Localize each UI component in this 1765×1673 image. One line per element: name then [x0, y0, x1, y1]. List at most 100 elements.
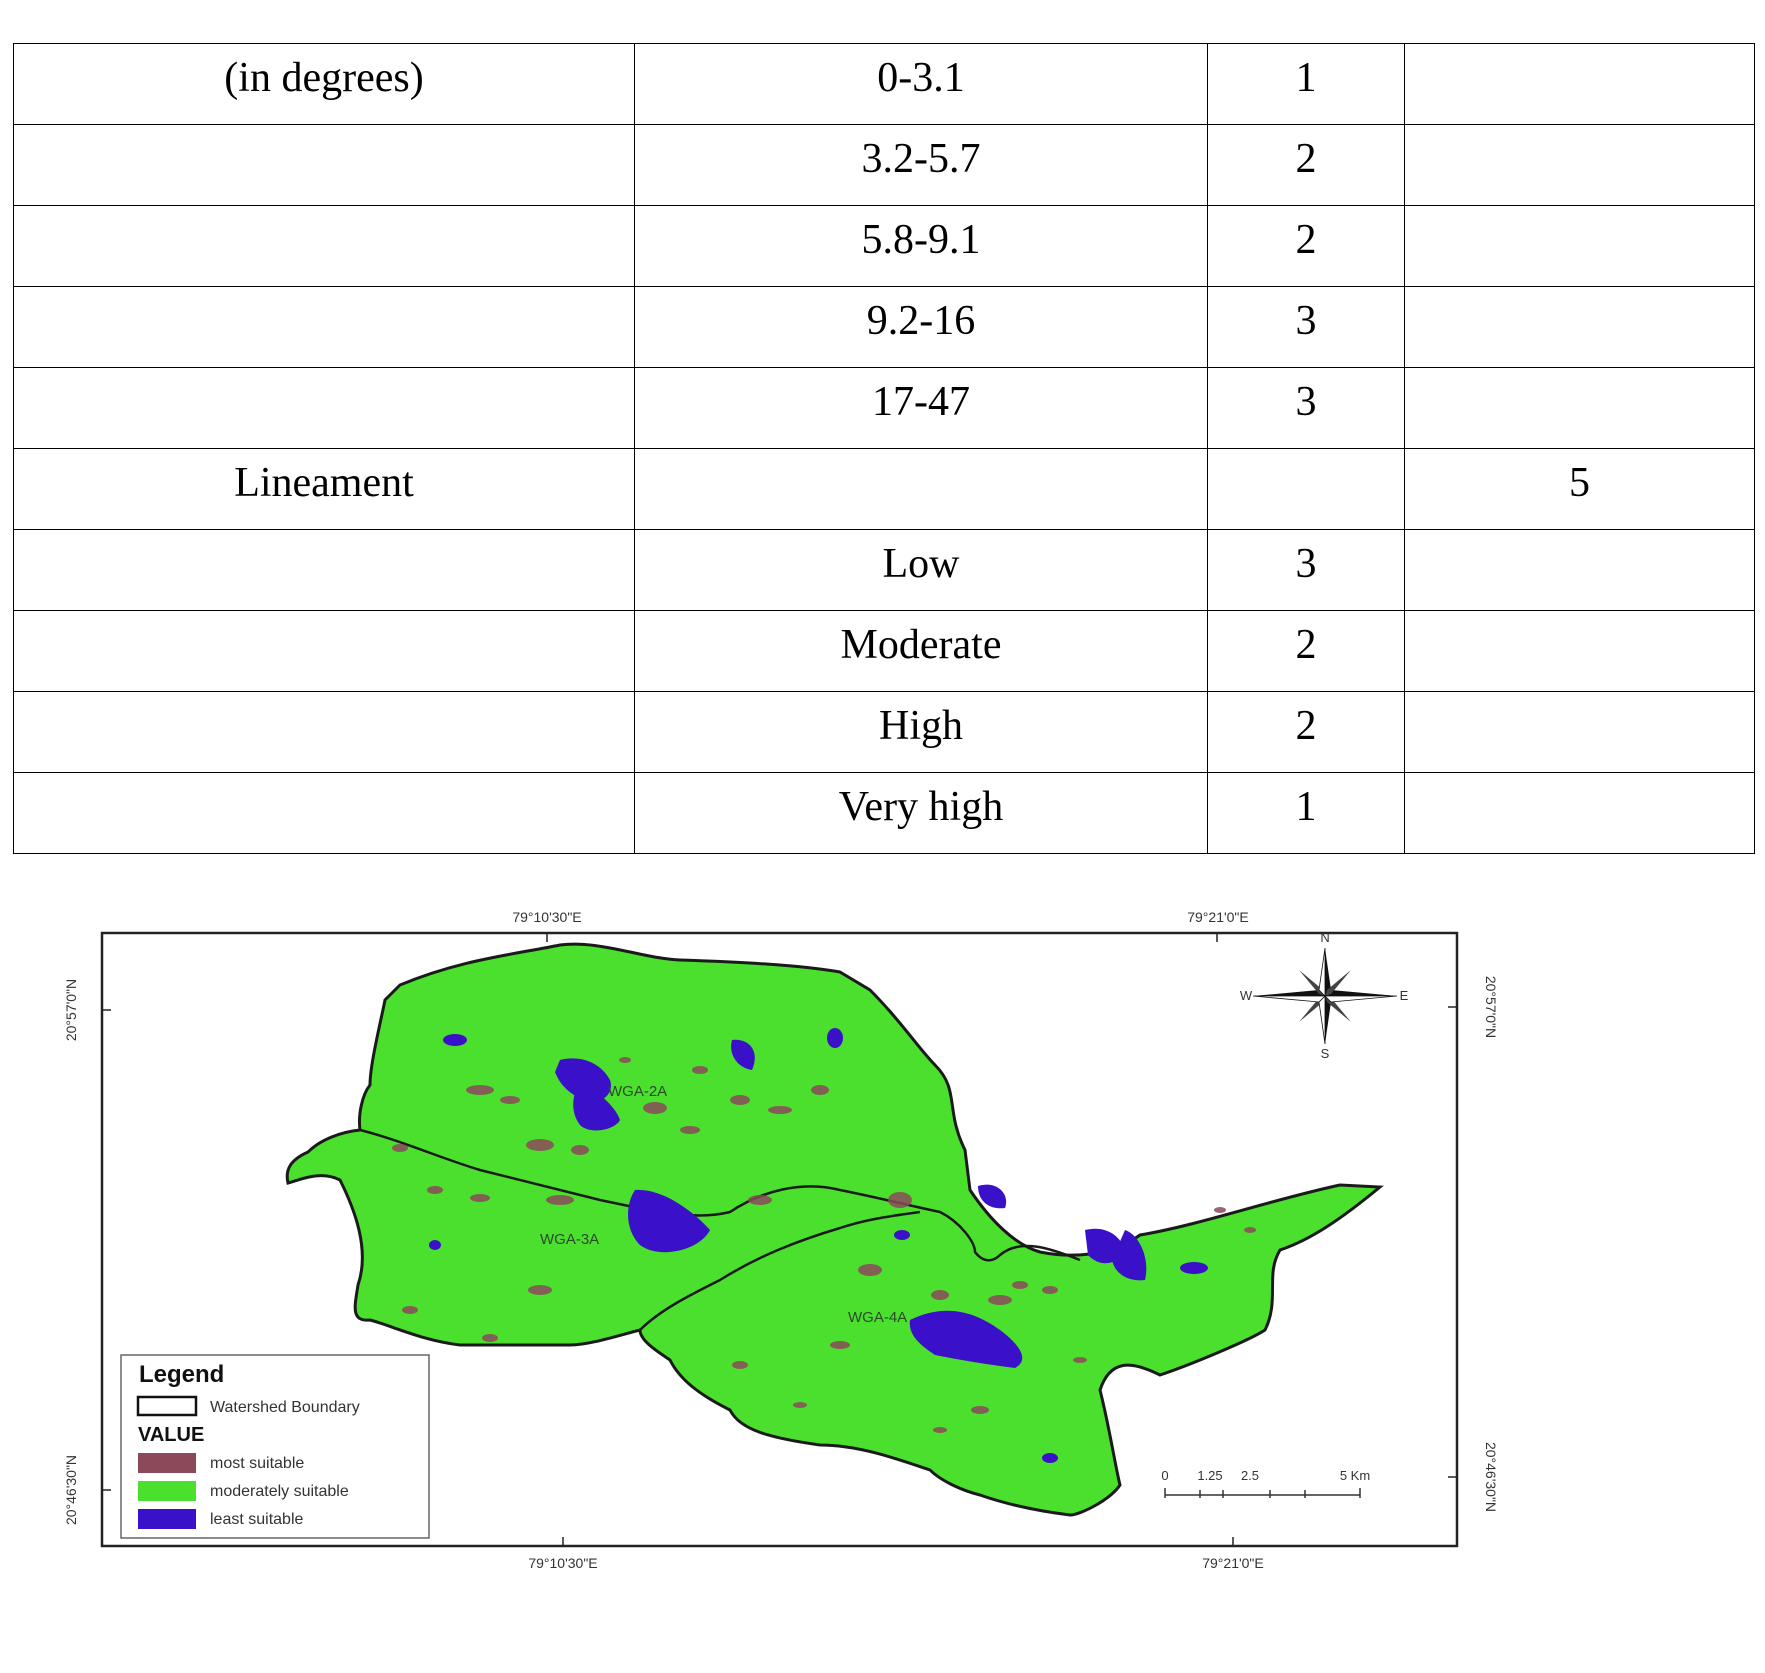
cell-text: 2	[1295, 703, 1317, 749]
map-legend: Legend Watershed Boundary VALUE most sui…	[120, 1354, 430, 1539]
table-cell: 2	[1207, 610, 1405, 692]
legend-boundary-label: Watershed Boundary	[210, 1399, 360, 1416]
table-cell	[1404, 124, 1755, 206]
map-canvas: 79°10'30"E 79°21'0"E 79°10'30"E 79°21'0"…	[63, 909, 1499, 1571]
table-cell	[1404, 205, 1755, 287]
compass-s: S	[1321, 1046, 1330, 1061]
table-row: High 2	[13, 691, 1755, 773]
table-cell	[1404, 367, 1755, 449]
table-cell	[1404, 691, 1755, 773]
legend-title: Legend	[139, 1361, 224, 1388]
table-row: 3.2-5.7 2	[13, 124, 1755, 206]
cell-text: 2	[1295, 217, 1317, 263]
cell-text: Low	[882, 541, 960, 587]
subwatershed-boundary-1	[359, 1128, 1081, 1262]
legend-swatch-most	[138, 1453, 196, 1473]
cell-text: (in degrees)	[224, 55, 424, 101]
table-cell	[13, 691, 635, 773]
cell-text: 5.8-9.1	[861, 217, 981, 263]
label-wga-2a: WGA-2A	[608, 1083, 667, 1100]
coord-right-top: 20°57'0"N	[1483, 976, 1499, 1038]
cell-text: 2	[1295, 622, 1317, 668]
coord-top-right: 79°21'0"E	[1187, 909, 1249, 925]
cell-text: 5	[1569, 460, 1590, 506]
cell-text: 1	[1295, 784, 1317, 830]
table-row: Very high 1	[13, 772, 1755, 854]
scale-tick-0: 0	[1161, 1468, 1168, 1483]
cell-text: 1	[1295, 55, 1317, 101]
table-cell: 3	[1207, 286, 1405, 368]
label-wga-4a: WGA-4A	[848, 1309, 907, 1326]
north-arrow-icon: N S E W	[1240, 930, 1409, 1061]
table-row: Lineament 5	[13, 448, 1755, 530]
cell-text: 3	[1295, 541, 1317, 587]
compass-e: E	[1400, 988, 1409, 1003]
suitability-map: 79°10'30"E 79°21'0"E 79°10'30"E 79°21'0"…	[40, 890, 1660, 1670]
cell-text: 3	[1295, 298, 1317, 344]
table-cell	[13, 529, 635, 611]
table-cell	[1404, 43, 1755, 125]
table-cell	[1404, 286, 1755, 368]
table-row: Moderate 2	[13, 610, 1755, 692]
table-cell: Very high	[634, 772, 1208, 854]
cell-text: Lineament	[234, 460, 414, 506]
cell-text: High	[879, 703, 963, 749]
table-cell: 9.2-16	[634, 286, 1208, 368]
table-cell: 3	[1207, 367, 1405, 449]
table-row: (in degrees) 0-3.1 1	[13, 43, 1755, 125]
scale-tick-2: 2.5	[1241, 1468, 1259, 1483]
scale-tick-1: 1.25	[1197, 1468, 1222, 1483]
label-wga-3a: WGA-3A	[540, 1231, 599, 1248]
table-cell	[13, 124, 635, 206]
table-row: 9.2-16 3	[13, 286, 1755, 368]
least-suitable-patches	[429, 1028, 1208, 1463]
cell-text: 17-47	[872, 379, 970, 425]
table-cell	[1404, 610, 1755, 692]
cell-text: 9.2-16	[866, 298, 976, 344]
table-row: 5.8-9.1 2	[13, 205, 1755, 287]
table-cell: Lineament	[13, 448, 635, 530]
table-cell	[13, 286, 635, 368]
coord-left-bottom: 20°46'30"N	[63, 1455, 79, 1525]
table-cell: 1	[1207, 772, 1405, 854]
suitability-table: (in degrees) 0-3.1 1 3.2-5.7 2 5.8-9.1 2 9.2-16…	[13, 43, 1755, 854]
table-row: Low 3	[13, 529, 1755, 611]
table-cell	[634, 448, 1208, 530]
scale-bar: 0 1.25 2.5 5 Km	[1161, 1468, 1370, 1498]
compass-w: W	[1240, 988, 1253, 1003]
legend-swatch-least	[138, 1509, 196, 1529]
legend-label-least: least suitable	[210, 1511, 303, 1528]
cell-text: 3.2-5.7	[861, 136, 981, 182]
scale-tick-3: 5 Km	[1340, 1468, 1370, 1483]
table-cell	[13, 367, 635, 449]
table-cell	[1207, 448, 1405, 530]
cell-text: 2	[1295, 136, 1317, 182]
cell-text: 3	[1295, 379, 1317, 425]
coord-bottom-left: 79°10'30"E	[528, 1555, 597, 1571]
legend-label-moderate: moderately suitable	[210, 1483, 349, 1500]
table-cell: High	[634, 691, 1208, 773]
cell-text: Moderate	[840, 622, 1002, 668]
table-cell: 3	[1207, 529, 1405, 611]
legend-value-heading: VALUE	[138, 1424, 204, 1446]
table-cell: 17-47	[634, 367, 1208, 449]
table-cell: 3.2-5.7	[634, 124, 1208, 206]
table-cell	[13, 610, 635, 692]
coord-bottom-right: 79°21'0"E	[1202, 1555, 1264, 1571]
legend-swatch-moderate	[138, 1481, 196, 1501]
table-cell: Low	[634, 529, 1208, 611]
table-body: (in degrees) 0-3.1 1 3.2-5.7 2 5.8-9.1 2 9.2-16…	[13, 43, 1755, 854]
legend-label-most: most suitable	[210, 1455, 304, 1472]
table-cell: (in degrees)	[13, 43, 635, 125]
legend-boundary-swatch	[136, 1395, 198, 1417]
table-cell: 5.8-9.1	[634, 205, 1208, 287]
table-cell: 2	[1207, 691, 1405, 773]
table-cell: 2	[1207, 205, 1405, 287]
coord-top-left: 79°10'30"E	[512, 909, 581, 925]
coord-right-bottom: 20°46'30"N	[1483, 1442, 1499, 1512]
table-cell: 5	[1404, 448, 1755, 530]
cell-text: Very high	[838, 784, 1004, 830]
table-cell: 1	[1207, 43, 1405, 125]
subwatershed-boundary-2	[639, 1210, 921, 1331]
table-cell	[13, 205, 635, 287]
